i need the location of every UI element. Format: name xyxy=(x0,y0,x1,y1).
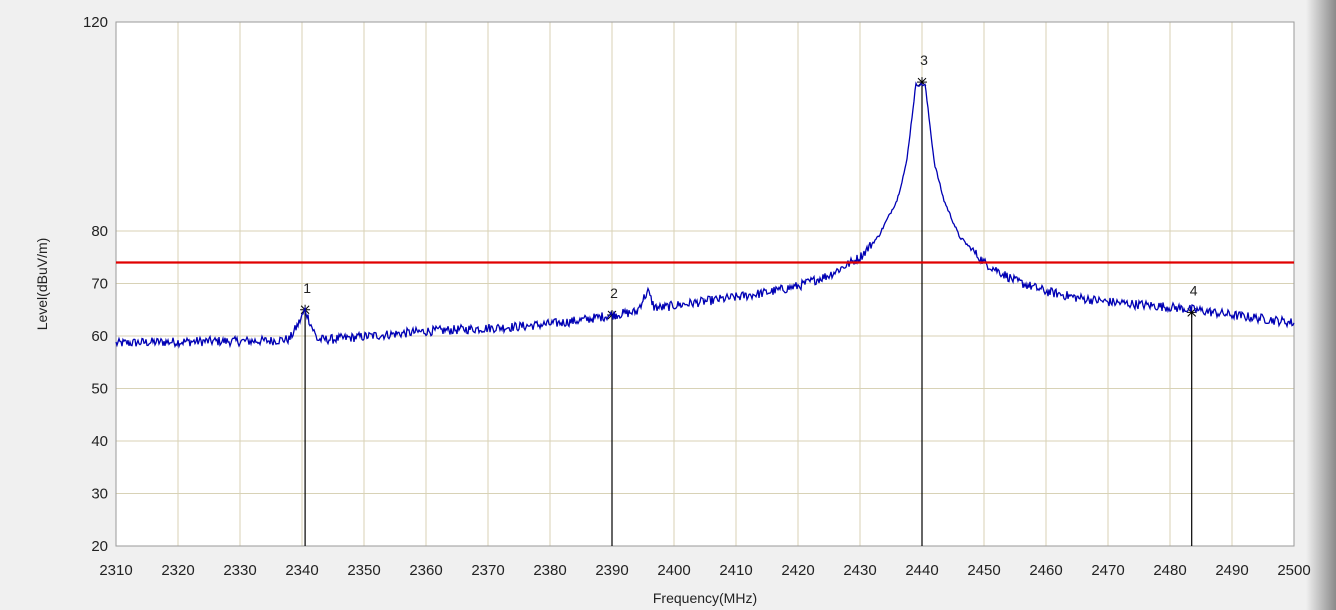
window-edge-shadow xyxy=(1306,0,1336,610)
x-tick-label: 2400 xyxy=(657,562,690,579)
marker-3: 3 xyxy=(917,52,928,546)
x-tick-label: 2440 xyxy=(905,562,938,579)
x-axis-title: Frequency(MHz) xyxy=(653,590,757,606)
markers: 1 2 3 4 xyxy=(300,52,1198,546)
x-tick-label: 2490 xyxy=(1215,562,1248,579)
y-tick-label: 40 xyxy=(91,433,108,450)
spectrum-trace xyxy=(115,81,1295,349)
x-tick-label: 2470 xyxy=(1091,562,1124,579)
x-tick-label: 2350 xyxy=(347,562,380,579)
x-tick-label: 2500 xyxy=(1277,562,1310,579)
y-axis-title: Level(dBuV/m) xyxy=(34,238,50,331)
x-tick-label: 2430 xyxy=(843,562,876,579)
x-tick-label: 2370 xyxy=(471,562,504,579)
y-tick-label: 50 xyxy=(91,381,108,398)
x-tick-label: 2420 xyxy=(781,562,814,579)
x-tick-label: 2380 xyxy=(533,562,566,579)
x-tick-label: 2410 xyxy=(719,562,752,579)
x-tick-label: 2310 xyxy=(99,562,132,579)
marker-label: 1 xyxy=(303,280,311,296)
x-tick-label: 2340 xyxy=(285,562,318,579)
marker-label: 4 xyxy=(1190,282,1198,298)
y-tick-label: 80 xyxy=(91,223,108,240)
x-tick-label: 2480 xyxy=(1153,562,1186,579)
marker-star-stroke xyxy=(917,77,927,87)
y-tick-label: 30 xyxy=(91,486,108,503)
marker-label: 2 xyxy=(610,285,618,301)
x-tick-labels: 2310 2320 2330 2340 2350 2360 2370 2380 2390 2400… xyxy=(99,562,1310,579)
y-tick-label: 20 xyxy=(91,538,108,555)
x-tick-label: 2390 xyxy=(595,562,628,579)
plot-frame xyxy=(115,21,1295,547)
x-tick-label: 2360 xyxy=(409,562,442,579)
x-tick-label: 2460 xyxy=(1029,562,1062,579)
x-tick-label: 2320 xyxy=(161,562,194,579)
marker-label: 3 xyxy=(920,52,928,68)
x-tick-label: 2330 xyxy=(223,562,256,579)
y-tick-label: 120 xyxy=(83,14,108,31)
y-tick-label: 60 xyxy=(91,328,108,345)
y-tick-labels: 20 30 40 50 60 70 80 120 xyxy=(83,14,108,555)
x-tick-label: 2450 xyxy=(967,562,1000,579)
y-tick-label: 70 xyxy=(91,276,108,293)
